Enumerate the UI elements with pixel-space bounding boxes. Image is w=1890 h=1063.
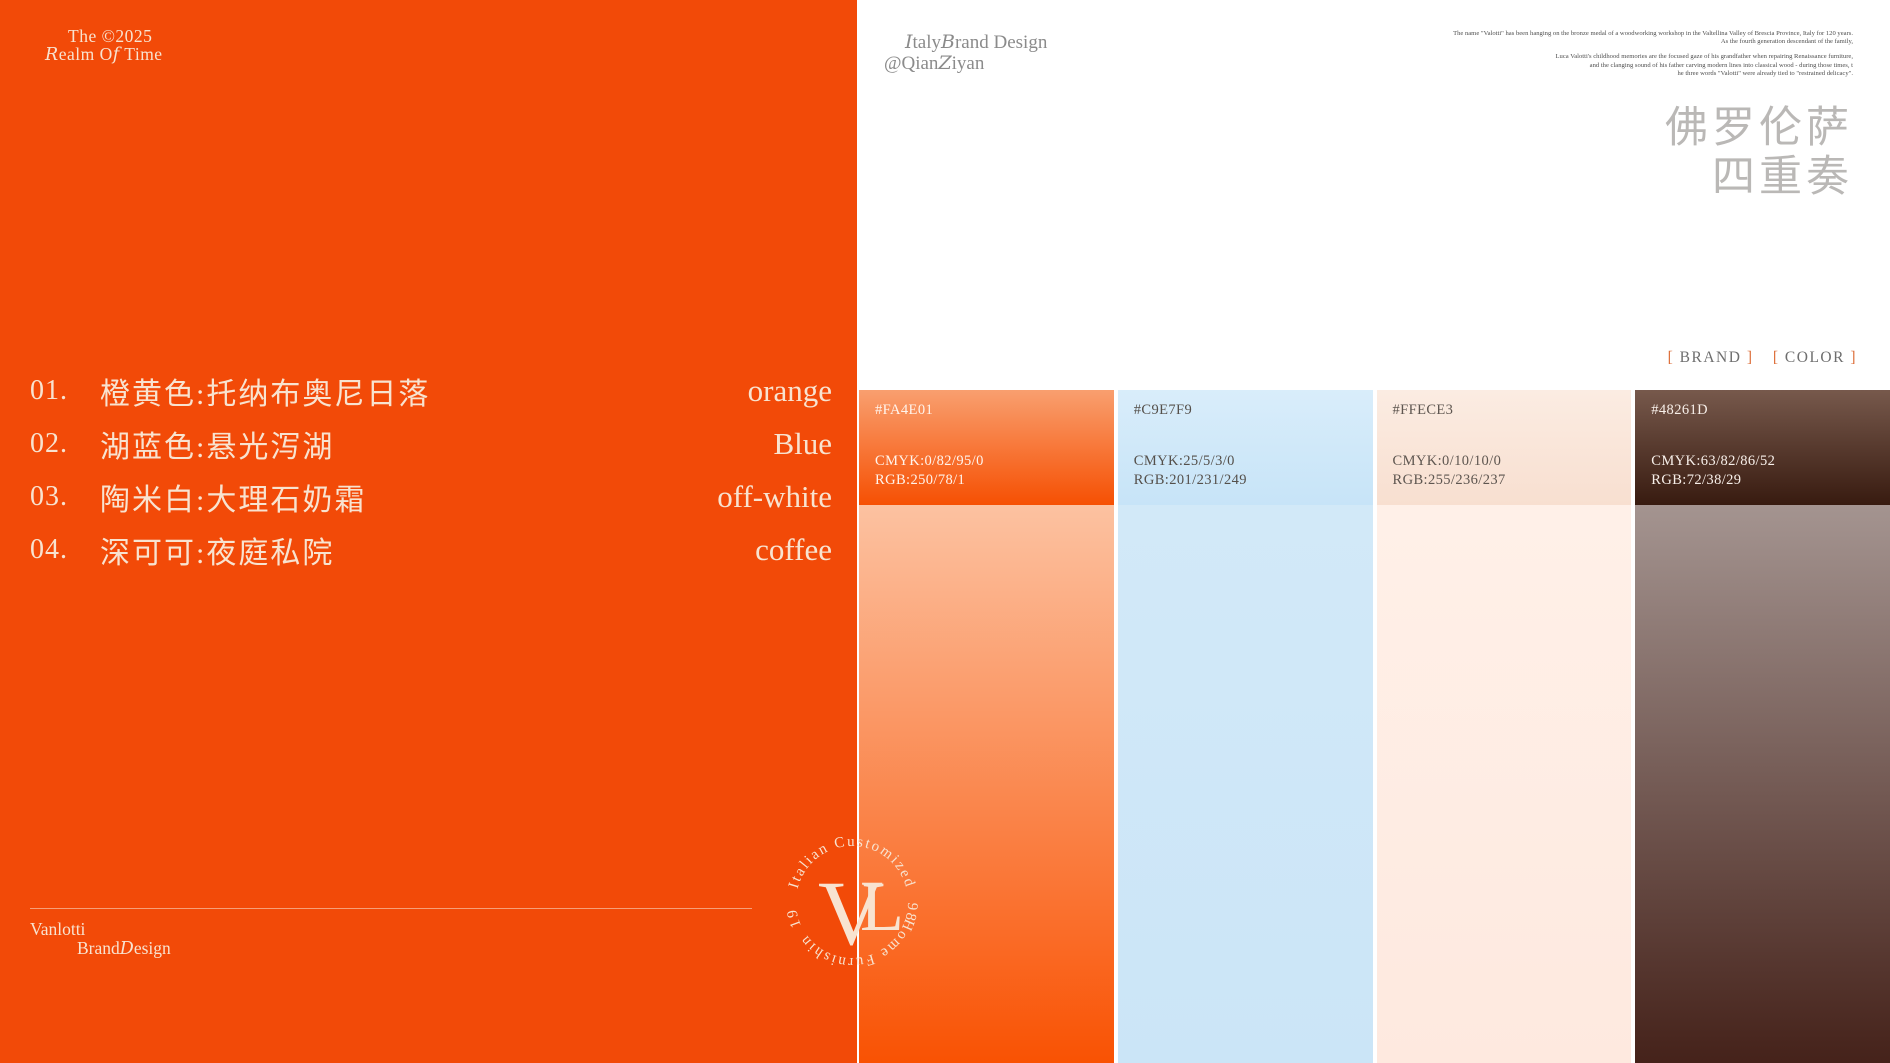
- item-name-zh: 橙黄色:托纳布奥尼日落: [100, 377, 431, 411]
- page-title: 佛罗伦萨 四重奏: [1665, 104, 1853, 202]
- orange-panel: The ©2025 Realm Of Time 01. 橙黄色:托纳布奥尼日落 …: [0, 0, 857, 1063]
- item-name-en: orange: [747, 372, 832, 408]
- swatch-body: [859, 505, 1114, 1063]
- swatch-column-orange: #FA4E01 CMYK:0/82/95/0 RGB:250/78/1: [859, 390, 1114, 1063]
- swatch-rgb: RGB:201/231/249: [1133, 471, 1247, 488]
- intro-paragraph-1: The name "Valotti" has been hanging on t…: [1453, 30, 1853, 46]
- swatch-row: #FA4E01 CMYK:0/82/95/0 RGB:250/78/1 #C9E…: [859, 390, 1890, 1063]
- swatch-header: #FA4E01 CMYK:0/82/95/0 RGB:250/78/1: [859, 390, 1114, 505]
- footer-brand-line1: Vanlotti: [30, 919, 86, 939]
- list-item: 04. 深可可:夜庭私院 coffee: [30, 523, 832, 576]
- swatch-body: [1117, 505, 1373, 1063]
- stamp-monogram-l: L: [860, 866, 904, 946]
- swatch-header: #C9E7F9 CMYK:25/5/3/0 RGB:201/231/249: [1117, 390, 1373, 505]
- item-number: 02.: [30, 427, 68, 459]
- brand-mark-line2: Realm Of Time: [45, 43, 163, 65]
- intro-paragraphs: The name "Valotti" has been hanging on t…: [1433, 30, 1853, 85]
- bracket-open: [: [1667, 349, 1675, 366]
- item-number: 03.: [30, 480, 68, 512]
- brand-mark-line1: The ©2025: [68, 26, 153, 46]
- tag-color: [ COLOR ]: [1772, 349, 1857, 366]
- swatch-body: [1635, 505, 1890, 1063]
- bracket-close: ]: [1746, 349, 1754, 366]
- credit-line2: @QianZiyan: [884, 52, 985, 74]
- swatch-values: CMYK:0/10/10/0 RGB:255/236/237: [1393, 452, 1506, 489]
- swatch-values: CMYK:25/5/3/0 RGB:201/231/249: [1134, 452, 1247, 489]
- swatch-rgb: RGB:72/38/29: [1651, 471, 1742, 488]
- footer-divider: [30, 908, 752, 909]
- stamp-year-left: 19: [784, 907, 805, 930]
- swatch-rgb: RGB:255/236/237: [1392, 471, 1506, 488]
- intro-paragraph-2: Luca Valotti's childhood memories are th…: [1555, 53, 1854, 77]
- list-item: 03. 陶米白:大理石奶霜 off-white: [30, 470, 832, 523]
- swatch-cmyk: CMYK:25/5/3/0: [1133, 453, 1235, 469]
- swatch-cmyk: CMYK:0/82/95/0: [875, 453, 984, 469]
- list-item: 02. 湖蓝色:悬光泻湖 Blue: [30, 417, 832, 470]
- bracket-close: ]: [1850, 349, 1857, 366]
- brand-mark: The ©2025 Realm Of Time: [45, 26, 163, 65]
- list-item: 01. 橙黄色:托纳布奥尼日落 orange: [30, 364, 832, 417]
- swatch-cmyk: CMYK:0/10/10/0: [1392, 453, 1502, 469]
- credit-line1: ItalyBrand Design: [905, 31, 1048, 53]
- swatch-header: #FFECE3 CMYK:0/10/10/0 RGB:255/236/237: [1376, 390, 1632, 505]
- item-name-zh: 陶米白:大理石奶霜: [100, 483, 367, 517]
- swatch-column-blue: #C9E7F9 CMYK:25/5/3/0 RGB:201/231/249: [1117, 390, 1373, 1063]
- item-name-en: off-white: [717, 478, 832, 514]
- swatch-hex: #C9E7F9: [1133, 402, 1193, 418]
- designer-credit: ItalyBrand Design @QianZiyan: [884, 32, 1047, 74]
- swatch-hex: #FFECE3: [1392, 402, 1454, 418]
- swatch-rgb: RGB:250/78/1: [875, 471, 966, 488]
- page-title-line2: 四重奏: [1712, 154, 1853, 201]
- footer-brand: Vanlotti BrandDesign: [30, 920, 171, 959]
- swatch-header: #48261D CMYK:63/82/86/52 RGB:72/38/29: [1635, 390, 1890, 505]
- swatch-column-coffee: #48261D CMYK:63/82/86/52 RGB:72/38/29: [1635, 390, 1890, 1063]
- item-number: 01.: [30, 374, 68, 406]
- page-title-line1: 佛罗伦萨: [1665, 105, 1853, 152]
- item-name-zh: 湖蓝色:悬光泻湖: [100, 430, 335, 464]
- brand-stamp-logo: 19 Italian Customized 98 Home Furnishing…: [772, 822, 920, 970]
- item-name-en: coffee: [755, 531, 832, 567]
- bracket-open: [: [1772, 349, 1780, 366]
- swatch-cmyk: CMYK:63/82/86/52: [1651, 453, 1776, 469]
- palette-list: 01. 橙黄色:托纳布奥尼日落 orange 02. 湖蓝色:悬光泻湖 Blue…: [30, 364, 832, 576]
- swatch-hex: #FA4E01: [875, 402, 934, 418]
- swatch-column-offwhite: #FFECE3 CMYK:0/10/10/0 RGB:255/236/237: [1376, 390, 1632, 1063]
- tag-brand: [ BRAND ]: [1667, 349, 1754, 366]
- footer-brand-line2: BrandDesign: [77, 938, 171, 959]
- swatch-values: CMYK:0/82/95/0 RGB:250/78/1: [875, 452, 984, 489]
- swatch-hex: #48261D: [1651, 402, 1709, 418]
- item-number: 04.: [30, 533, 68, 565]
- section-tags: [ BRAND ] [ COLOR ]: [1654, 349, 1857, 367]
- item-name-zh: 深可可:夜庭私院: [100, 536, 335, 570]
- item-name-en: Blue: [773, 425, 832, 461]
- swatch-body: [1376, 505, 1632, 1063]
- swatch-values: CMYK:63/82/86/52 RGB:72/38/29: [1651, 452, 1775, 489]
- stamp-monogram-v: V: [818, 862, 884, 964]
- stamp-year-right: 98: [901, 902, 920, 924]
